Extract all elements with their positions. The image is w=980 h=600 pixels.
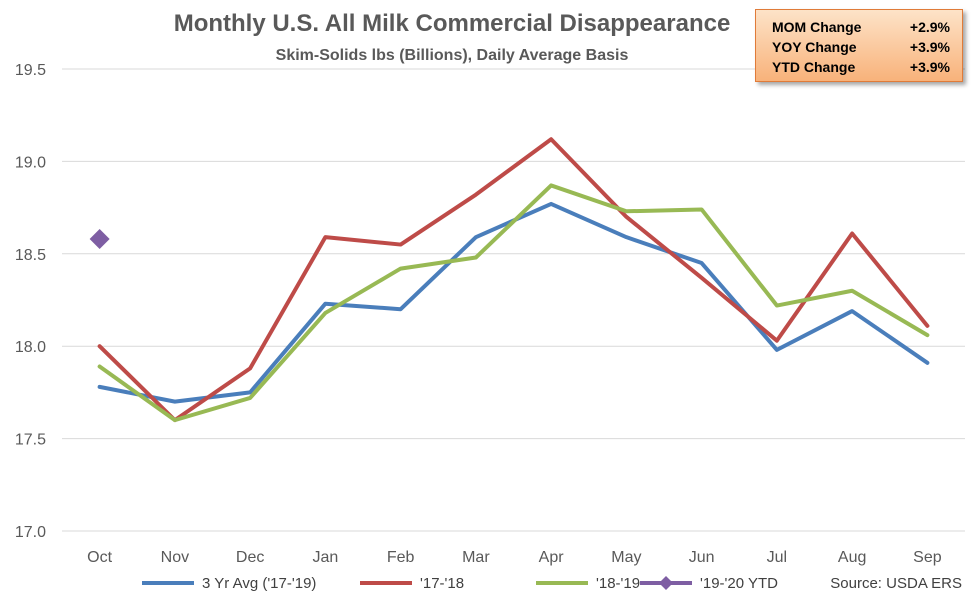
x-tick-label: Sep xyxy=(913,549,942,566)
x-tick-label: Aug xyxy=(838,549,866,566)
series-2 xyxy=(97,183,930,423)
stats-label: YTD Change xyxy=(772,59,856,75)
legend-item: 3 Yr Avg ('17-'19) xyxy=(142,575,316,592)
x-tick-label: Jan xyxy=(312,549,338,566)
x-tick-label: Jul xyxy=(767,549,787,566)
series-3 xyxy=(89,229,110,250)
data-point-marker xyxy=(89,229,110,250)
y-axis-tick-labels: 17.0 17.5 18.0 18.5 19.0 19.5 xyxy=(15,62,46,541)
y-tick-label: 17.0 xyxy=(15,524,46,541)
x-tick-label: Nov xyxy=(161,549,189,566)
y-tick-label: 19.0 xyxy=(15,154,46,171)
legend-label: '18-'19 xyxy=(596,575,640,592)
x-tick-label: May xyxy=(611,549,641,566)
legend: 3 Yr Avg ('17-'19) '17-'18 '18-'19 '19-'20 … xyxy=(142,575,778,592)
source-note: Source: USDA ERS xyxy=(830,575,962,592)
stats-value: +3.9% xyxy=(909,39,950,55)
series-1 xyxy=(97,137,930,423)
x-tick-label: Apr xyxy=(539,549,565,566)
x-tick-label: Oct xyxy=(87,549,112,566)
legend-item: '17-'18 xyxy=(360,575,464,592)
y-tick-label: 17.5 xyxy=(15,432,46,449)
legend-item: '18-'19 xyxy=(536,575,640,592)
series-lines xyxy=(89,137,930,423)
legend-marker xyxy=(659,576,673,590)
x-tick-label: Feb xyxy=(387,549,415,566)
x-tick-label: Jun xyxy=(689,549,715,566)
series-line xyxy=(97,183,930,423)
stats-row-ytd: YTD Change +3.9% xyxy=(772,57,950,77)
y-tick-label: 18.5 xyxy=(15,247,46,264)
x-tick-label: Mar xyxy=(462,549,490,566)
y-tick-label: 18.0 xyxy=(15,339,46,356)
stats-value: +2.9% xyxy=(909,19,950,35)
stats-value: +3.9% xyxy=(909,59,950,75)
series-line xyxy=(97,137,930,423)
stats-row-mom: MOM Change +2.9% xyxy=(772,17,950,37)
legend-item: '19-'20 YTD xyxy=(640,575,778,592)
chart-title: Monthly U.S. All Milk Commercial Disappe… xyxy=(174,10,731,37)
stats-row-yoy: YOY Change +3.9% xyxy=(772,37,950,57)
stats-label: MOM Change xyxy=(772,19,862,35)
legend-label: 3 Yr Avg ('17-'19) xyxy=(202,575,316,592)
y-tick-label: 19.5 xyxy=(15,62,46,79)
chart-subtitle: Skim-Solids lbs (Billions), Daily Averag… xyxy=(276,47,629,64)
x-axis-tick-labels: Oct Nov Dec Jan Feb Mar Apr May Jun Jul Aug Sep xyxy=(87,549,942,566)
legend-label: '19-'20 YTD xyxy=(700,575,778,592)
x-tick-label: Dec xyxy=(236,549,264,566)
legend-label: '17-'18 xyxy=(420,575,464,592)
gridlines xyxy=(62,68,965,532)
stats-label: YOY Change xyxy=(772,39,857,55)
change-stats-box: MOM Change +2.9% YOY Change +3.9% YTD Ch… xyxy=(755,9,963,82)
